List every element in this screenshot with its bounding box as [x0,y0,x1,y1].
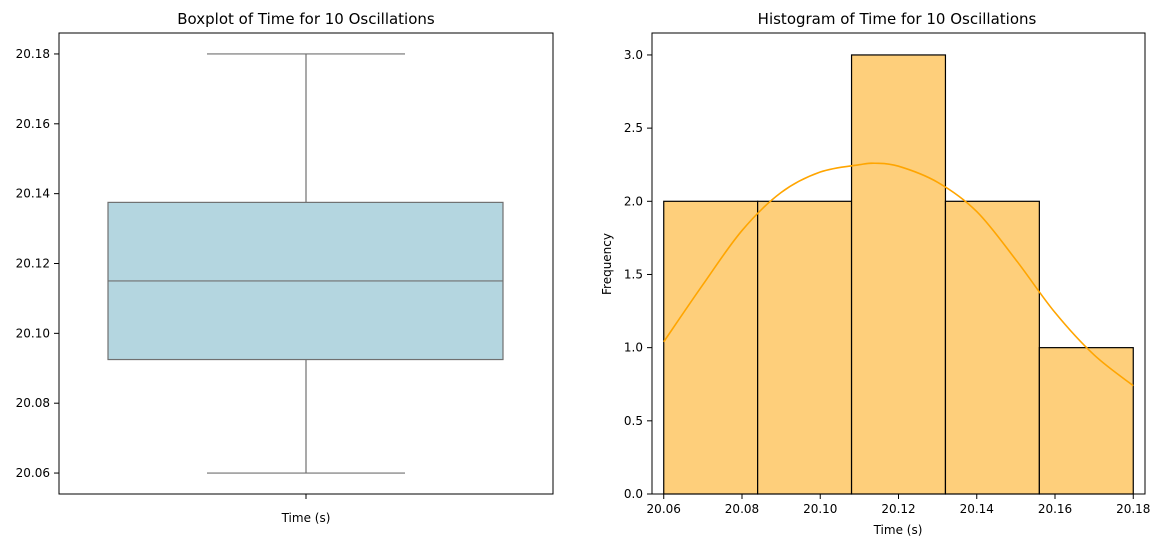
histogram-x-tick-label: 20.16 [1038,502,1072,516]
histogram-kde-line [663,162,1134,387]
boxplot-marks [107,53,504,474]
histogram-bar [850,54,947,495]
boxplot-y-tick-label: 20.16 [16,117,50,131]
histogram-x-tick-label: 20.10 [803,502,837,516]
histogram-y-tick-label: 1.5 [624,267,643,281]
boxplot-title: Boxplot of Time for 10 Oscillations [177,10,435,28]
histogram-x-label: Time (s) [873,523,923,537]
boxplot-y-tick-label: 20.12 [16,257,50,271]
histogram-x-tick-label: 20.12 [881,502,915,516]
histogram-x-ticks: 20.06 20.08 20.10 20.12 20.14 20.16 20.18 [647,494,1150,516]
histogram-bars [663,54,1134,495]
histogram-x-tick-label: 20.14 [960,502,994,516]
boxplot-y-tick-label: 20.08 [16,396,50,410]
boxplot-y-tick-label: 20.06 [16,466,50,480]
histogram-panel: Histogram of Time for 10 Oscillations 0.… [600,10,1150,537]
histogram-y-tick-label: 3.0 [624,48,643,62]
boxplot-y-ticks: 20.06 20.08 20.10 20.12 20.14 20.16 20.18 [16,47,59,480]
histogram-y-tick-label: 2.0 [624,194,643,208]
histogram-y-label: Frequency [600,233,614,295]
histogram-y-tick-label: 1.0 [624,341,643,355]
histogram-title: Histogram of Time for 10 Oscillations [758,10,1037,28]
boxplot-y-tick-label: 20.10 [16,326,50,340]
histogram-y-tick-label: 0.0 [624,487,643,501]
histogram-bar [944,200,1040,495]
histogram-y-tick-label: 0.5 [624,414,643,428]
boxplot-panel: Boxplot of Time for 10 Oscillations 20.0… [16,10,554,525]
boxplot-y-tick-label: 20.14 [16,187,50,201]
boxplot-x-label: Time (s) [281,511,331,525]
boxplot-y-tick-label: 20.18 [16,47,50,61]
histogram-x-tick-label: 20.08 [725,502,759,516]
histogram-bar [757,200,853,495]
histogram-bar [663,200,759,495]
histogram-x-tick-label: 20.06 [647,502,681,516]
histogram-y-ticks: 0.0 0.5 1.0 1.5 2.0 2.5 3.0 [624,48,652,501]
histogram-y-tick-label: 2.5 [624,121,643,135]
histogram-bar [1038,347,1134,495]
histogram-x-tick-label: 20.18 [1116,502,1150,516]
